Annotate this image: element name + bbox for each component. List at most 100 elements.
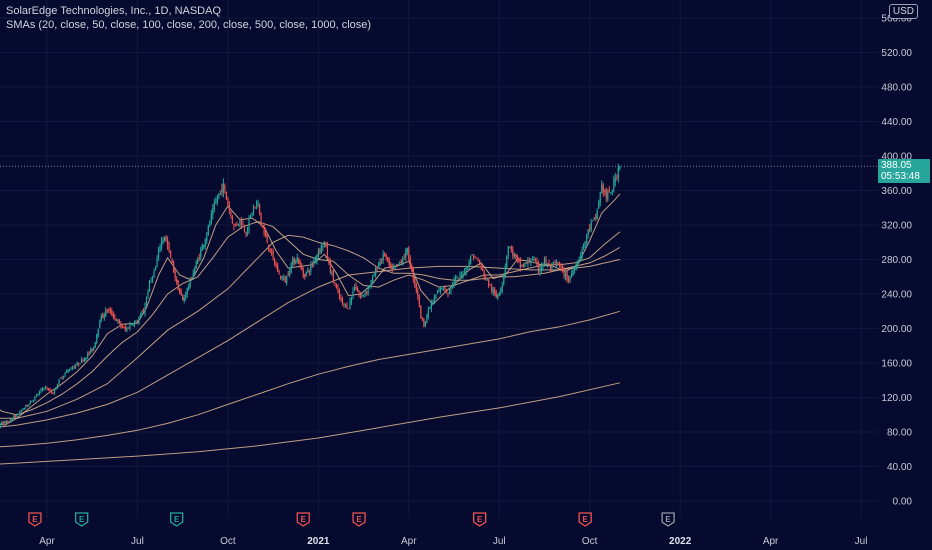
candle [332, 268, 335, 284]
candle [504, 263, 506, 279]
candle [168, 241, 170, 253]
candle [311, 261, 313, 268]
candle [224, 183, 226, 194]
candle [492, 286, 494, 296]
last-price-tag: 388.05 05:53:48 [878, 159, 930, 183]
candle [488, 277, 490, 289]
candle [305, 271, 307, 278]
candle [99, 319, 101, 329]
candle [598, 199, 600, 209]
candle [264, 227, 267, 238]
earnings-marker-label: E [79, 515, 85, 524]
candle [326, 241, 328, 259]
candle [373, 272, 375, 277]
earnings-marker-label: E [174, 515, 180, 524]
earnings-marker[interactable]: E [473, 512, 487, 527]
candle [222, 178, 224, 198]
indicator-label[interactable]: SMAs (20, close, 50, close, 100, close, … [6, 19, 372, 31]
candle [246, 226, 249, 237]
candle [234, 223, 237, 227]
candle [38, 390, 41, 396]
candle [2, 421, 4, 425]
candle [572, 266, 574, 277]
candle [429, 306, 431, 310]
candle [602, 182, 604, 197]
time-tick-label: Jul [131, 536, 144, 547]
candle [539, 266, 541, 276]
candle [590, 218, 592, 233]
candle [370, 279, 372, 289]
currency-button[interactable]: USD [888, 4, 918, 19]
candle [111, 308, 113, 317]
time-tick-label: 2021 [307, 536, 330, 547]
chart-grid [0, 0, 878, 518]
candle [133, 320, 136, 328]
candle [421, 317, 423, 322]
candle [466, 267, 469, 270]
candle [400, 259, 402, 264]
earnings-marker[interactable]: E [578, 512, 592, 527]
candle [543, 256, 546, 267]
candle [423, 318, 425, 328]
candle [198, 253, 200, 262]
candle [349, 297, 351, 310]
price-axis[interactable]: 0.00 40.00 80.00 120.00 160.00 200.00 240.00 28… [881, 14, 912, 508]
candle [560, 262, 562, 272]
candle [403, 253, 405, 260]
earnings-marker[interactable]: E [661, 512, 675, 527]
candle [170, 250, 172, 259]
candle [347, 308, 350, 310]
earnings-marker[interactable]: E [352, 512, 366, 527]
earnings-marker[interactable]: E [169, 512, 184, 527]
earnings-marker-label: E [665, 515, 671, 524]
earnings-marker[interactable]: E [28, 512, 42, 527]
earnings-marker[interactable]: E [296, 512, 310, 527]
candle [608, 186, 610, 193]
candle [430, 299, 433, 313]
candle [49, 387, 51, 393]
price-tick-label: 440.00 [881, 117, 912, 128]
candle [239, 218, 241, 228]
candle [1, 420, 3, 426]
candle [91, 348, 93, 353]
earnings-marker[interactable]: E [75, 512, 89, 527]
time-tick-label: Apr [763, 536, 779, 547]
price-tick-label: 400.00 [881, 152, 912, 163]
candle [436, 289, 439, 294]
candle [441, 287, 443, 290]
candle [22, 407, 24, 411]
candle [126, 326, 128, 333]
price-tick-label: 320.00 [881, 221, 912, 232]
candle [614, 172, 616, 187]
time-tick-label: Apr [401, 536, 417, 547]
sma-line [0, 259, 621, 428]
candle [477, 257, 479, 262]
candle [159, 243, 161, 253]
candle [287, 270, 289, 277]
candle [445, 288, 448, 294]
candle [139, 312, 142, 320]
candle [337, 284, 339, 294]
candle [462, 270, 464, 279]
candle [26, 404, 29, 407]
candle [479, 259, 481, 266]
candle [593, 217, 595, 221]
candle [121, 324, 123, 329]
candle [82, 358, 84, 363]
bar-countdown: 05:53:48 [881, 171, 920, 182]
candle [14, 413, 16, 419]
candle [473, 253, 475, 261]
candle [525, 261, 527, 264]
candle [79, 363, 81, 365]
symbol-title[interactable]: SolarEdge Technologies, Inc., 1D, NASDAQ [6, 5, 222, 17]
candle [384, 251, 386, 257]
candle [10, 418, 12, 423]
time-axis[interactable]: Apr Jul Oct 2021 Apr Jul Oct 2022 Apr Jul [39, 536, 867, 547]
candle [272, 248, 274, 261]
earnings-markers[interactable]: EEEEEEEEE [0, 512, 675, 527]
candle [90, 347, 92, 355]
candle [344, 303, 347, 308]
candle [465, 266, 467, 277]
candle [439, 286, 442, 295]
